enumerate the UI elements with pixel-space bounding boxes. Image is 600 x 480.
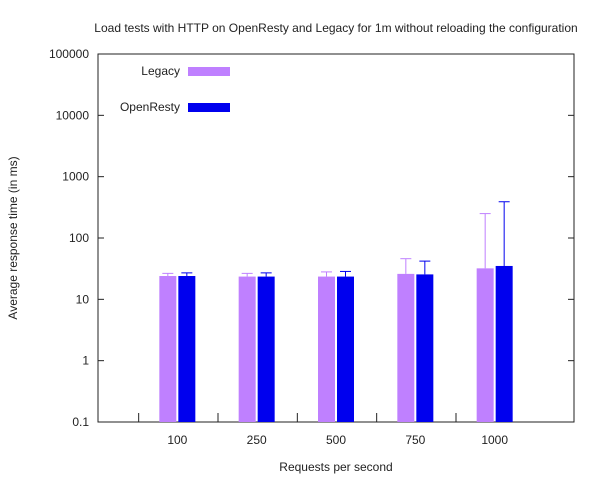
x-tick-label: 100: [167, 433, 187, 447]
x-tick-label: 750: [405, 433, 425, 447]
x-axis: 100 250 500 750 1000: [138, 413, 508, 447]
x-tick-label: 250: [247, 433, 267, 447]
legend-swatch: [188, 103, 230, 112]
bars: [159, 265, 513, 422]
bar-openresty-1000: [495, 265, 513, 422]
bar-legacy-100: [159, 276, 177, 422]
chart-title: Load tests with HTTP on OpenResty and Le…: [94, 21, 577, 35]
y-axis-title: Average response time (in ms): [6, 156, 20, 319]
y-axis: 0.1 1 10 100 1000 10000 100000: [49, 47, 574, 429]
bar-legacy-250: [238, 276, 256, 422]
bar-openresty-500: [337, 276, 354, 422]
bar-openresty-750: [416, 274, 434, 422]
y-tick-label: 10: [76, 292, 90, 306]
y-tick-label: 100: [69, 231, 89, 245]
x-tick-label: 1000: [481, 433, 508, 447]
legend-label: OpenResty: [120, 100, 180, 114]
y-tick-label: 100000: [49, 47, 89, 61]
y-tick-label: 1: [82, 354, 89, 368]
x-axis-title: Requests per second: [279, 460, 392, 474]
y-tick-label: 1000: [62, 170, 89, 184]
legend: Legacy OpenResty: [120, 64, 230, 114]
y-tick-label: 10000: [56, 108, 90, 122]
bar-openresty-250: [257, 276, 275, 422]
legend-swatch: [188, 67, 230, 76]
bar-legacy-1000: [476, 268, 494, 422]
error-bars: [162, 201, 510, 277]
x-tick-label: 500: [326, 433, 346, 447]
legend-label: Legacy: [141, 64, 180, 78]
bar-openresty-100: [178, 276, 196, 422]
y-tick-label: 0.1: [72, 415, 89, 429]
bar-legacy-750: [397, 273, 415, 422]
bar-legacy-500: [318, 276, 335, 422]
